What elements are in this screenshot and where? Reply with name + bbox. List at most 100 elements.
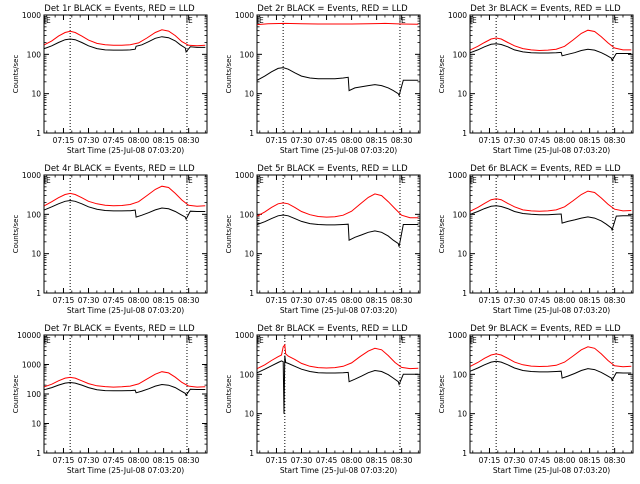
detector-panel-5: Det 5r BLACK = Events, RED = LLD 1 10 100 10…	[225, 164, 421, 315]
flag-label-end: E	[614, 16, 619, 25]
y-tick-label: 1	[462, 289, 467, 298]
flag-label-end: E	[188, 176, 193, 185]
y-tick-label: 1000	[22, 11, 41, 20]
y-tick-label: 1000	[235, 331, 254, 340]
x-tick-label: 08:00	[341, 456, 363, 465]
x-axis-label: Start Time (25-Jul-08 07:03:20)	[493, 466, 610, 475]
x-tick-label: 07:15	[53, 136, 75, 145]
y-axis-label: Counts/sec	[438, 375, 446, 414]
x-tick-label: 07:45	[103, 296, 125, 305]
x-tick-label: 08:00	[341, 296, 363, 305]
x-tick-label: 07:15	[479, 296, 501, 305]
plot-frame	[469, 174, 634, 294]
x-tick-label: 08:30	[604, 296, 626, 305]
flag-label-start: E	[472, 336, 477, 345]
detector-panel-6: Det 6r BLACK = Events, RED = LLD 1 10 100 10…	[438, 164, 634, 315]
y-tick-label: 1000	[22, 361, 41, 370]
detector-panel-2: Det 2r BLACK = Events, RED = LLD 1 10 100 10…	[225, 4, 421, 155]
y-tick-label: 1	[249, 129, 254, 138]
y-tick-label: 10	[457, 410, 467, 419]
x-tick-label: 08:30	[391, 456, 413, 465]
x-tick-label: 07:30	[78, 456, 100, 465]
x-tick-label: 07:45	[316, 136, 338, 145]
x-tick-label: 08:00	[554, 296, 576, 305]
detector-panel-4: Det 4r BLACK = Events, RED = LLD 1 10 100 10…	[12, 164, 208, 315]
y-tick-label: 1	[462, 129, 467, 138]
x-tick-label: 07:15	[479, 456, 501, 465]
x-tick-label: 08:00	[128, 136, 150, 145]
flag-label-end: E	[401, 336, 406, 345]
x-tick-label: 08:30	[178, 296, 200, 305]
x-axis-label: Start Time (25-Jul-08 07:03:20)	[67, 146, 184, 155]
y-tick-label: 10	[457, 250, 467, 259]
x-tick-label: 08:15	[153, 456, 175, 465]
x-tick-label: 08:15	[579, 136, 601, 145]
y-tick-label: 1	[36, 289, 41, 298]
flag-label-start: E	[259, 336, 264, 345]
x-axis-label: Start Time (25-Jul-08 07:03:20)	[493, 306, 610, 315]
x-tick-label: 08:30	[178, 456, 200, 465]
x-tick-label: 08:00	[554, 136, 576, 145]
panel-title: Det 6r BLACK = Events, RED = LLD	[470, 164, 621, 174]
y-tick-label: 1	[249, 449, 254, 458]
plot-frame	[469, 334, 634, 454]
plot-frame	[469, 14, 634, 134]
x-axis-label: Start Time (25-Jul-08 07:03:20)	[67, 306, 184, 315]
events-series-line	[470, 360, 632, 382]
detector-panel-8: Det 8r BLACK = Events, RED = LLD 1 10 100 10…	[225, 324, 421, 475]
detector-panel-1: Det 1r BLACK = Events, RED = LLD 1 10 100 10…	[12, 4, 208, 155]
x-tick-label: 08:30	[604, 456, 626, 465]
panel-title: Det 7r BLACK = Events, RED = LLD	[44, 324, 195, 334]
x-tick-label: 07:45	[316, 456, 338, 465]
lld-series-line	[44, 371, 206, 388]
y-axis-label: Counts/sec	[438, 215, 446, 254]
y-axis-label: Counts/sec	[12, 55, 20, 94]
x-tick-label: 07:30	[504, 456, 526, 465]
x-tick-label: 08:00	[128, 296, 150, 305]
events-series-line	[257, 67, 419, 97]
x-tick-label: 08:15	[579, 296, 601, 305]
x-tick-label: 08:30	[604, 136, 626, 145]
detector-panel-3: Det 3r BLACK = Events, RED = LLD 1 10 100 10…	[438, 4, 634, 155]
lld-series-line	[470, 29, 632, 52]
flag-label-start: E	[472, 16, 477, 25]
x-tick-label: 07:45	[103, 136, 125, 145]
panel-title: Det 5r BLACK = Events, RED = LLD	[257, 164, 408, 174]
x-tick-label: 07:45	[529, 296, 551, 305]
x-tick-label: 07:15	[53, 456, 75, 465]
y-tick-label: 1000	[235, 171, 254, 180]
plot-frame	[43, 334, 208, 454]
detector-panel-9: Det 9r BLACK = Events, RED = LLD 1 10 100 10…	[438, 324, 634, 475]
y-axis-label: Counts/sec	[12, 375, 20, 414]
y-tick-label: 100	[240, 210, 255, 219]
x-tick-label: 07:15	[53, 296, 75, 305]
y-tick-label: 1	[462, 449, 467, 458]
flag-label-end: E	[614, 176, 619, 185]
y-tick-label: 10	[31, 420, 41, 429]
x-tick-label: 08:15	[153, 296, 175, 305]
x-tick-label: 07:30	[291, 456, 313, 465]
x-tick-label: 08:15	[153, 136, 175, 145]
y-tick-label: 1	[36, 129, 41, 138]
flag-label-start: E	[46, 16, 51, 25]
flag-label-start: E	[46, 336, 51, 345]
flag-label-start: E	[259, 16, 264, 25]
plot-frame	[256, 14, 421, 134]
x-tick-label: 07:45	[103, 456, 125, 465]
y-tick-label: 1	[249, 289, 254, 298]
events-series-line	[470, 43, 632, 62]
y-tick-label: 10	[244, 250, 254, 259]
events-series-line	[257, 214, 419, 247]
x-tick-label: 08:15	[366, 296, 388, 305]
y-tick-label: 10	[244, 410, 254, 419]
x-axis-label: Start Time (25-Jul-08 07:03:20)	[280, 306, 397, 315]
y-tick-label: 10	[457, 90, 467, 99]
events-series-line	[44, 36, 206, 54]
x-tick-label: 08:15	[579, 456, 601, 465]
x-tick-label: 08:15	[366, 456, 388, 465]
flag-label-start: E	[46, 176, 51, 185]
flag-label-end: E	[614, 336, 619, 345]
y-tick-label: 100	[27, 390, 42, 399]
y-axis-label: Counts/sec	[225, 215, 233, 254]
